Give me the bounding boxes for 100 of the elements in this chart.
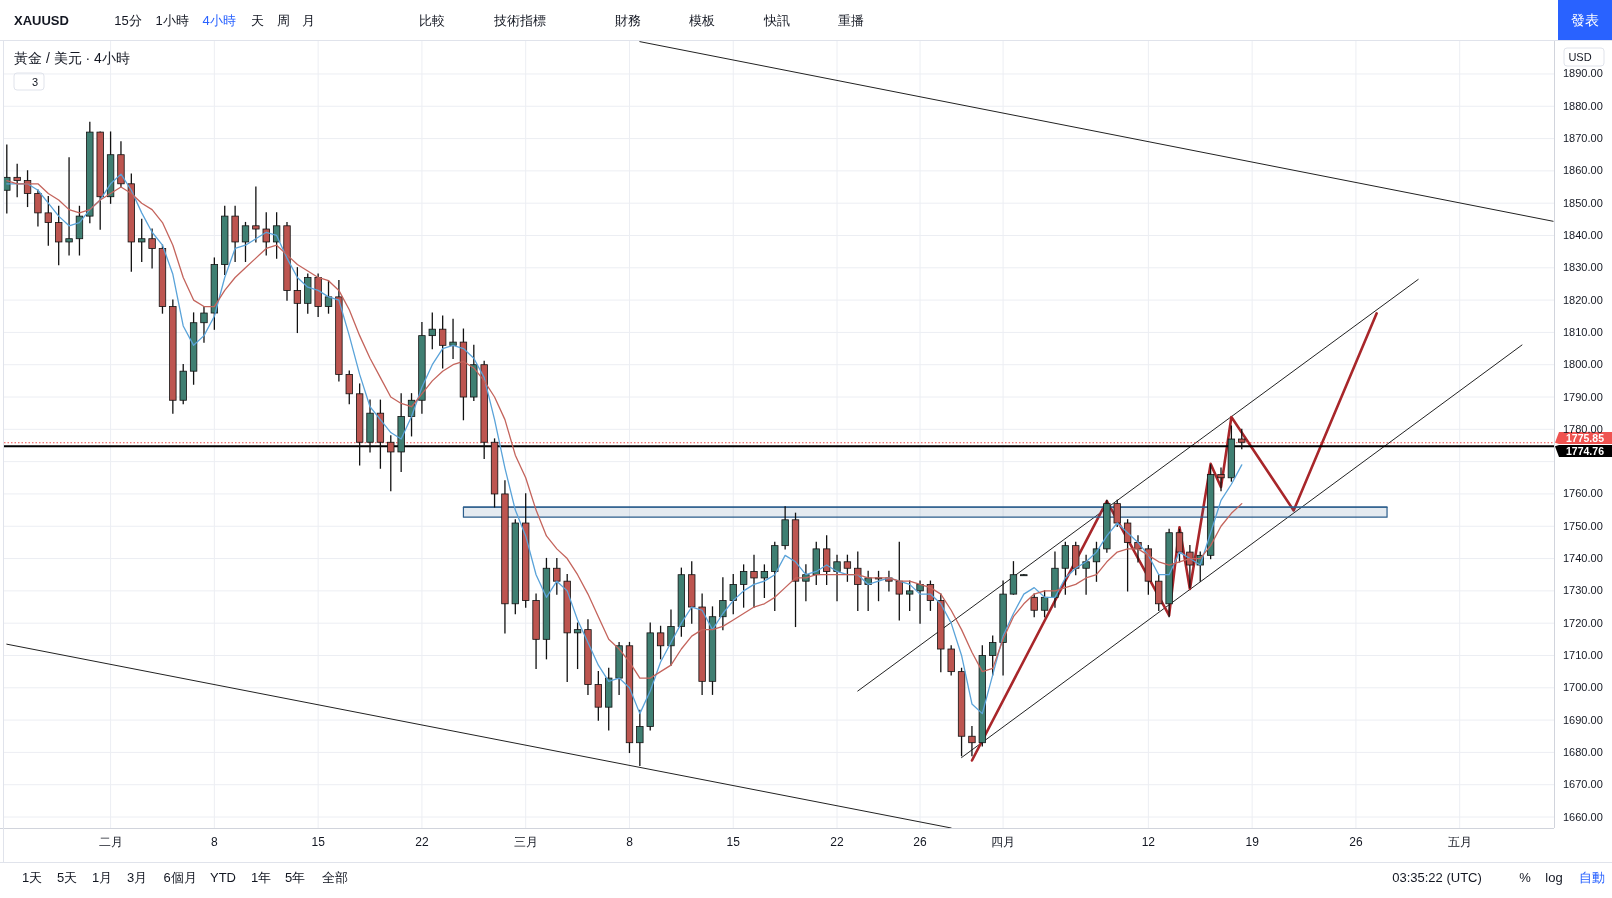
candlestick: [293, 267, 302, 334]
text: 月: [301, 13, 315, 28]
candlestick: [75, 205, 84, 256]
candlestick: [553, 557, 561, 595]
candlestick: [1113, 499, 1121, 527]
candlestick: [428, 312, 436, 350]
y-tick-label: 1790.00: [1563, 390, 1603, 403]
candlestick: [1009, 561, 1018, 595]
candlestick: [989, 635, 997, 676]
candlestick: [1082, 554, 1090, 595]
y-tick-label: 1860.00: [1563, 164, 1603, 177]
candlestick: [387, 435, 395, 492]
x-tick-label: 五月: [1447, 835, 1472, 849]
candlestick: [739, 564, 748, 608]
y-tick-label: 1690.00: [1563, 713, 1603, 726]
text: 4小時: [202, 13, 236, 28]
text: USD: [1568, 51, 1592, 63]
candlestick: [252, 186, 260, 243]
candlestick: [1123, 519, 1132, 592]
y-tick-label: 1880.00: [1563, 99, 1603, 112]
y-tick-label: 1710.00: [1563, 648, 1603, 661]
text: log: [1545, 870, 1563, 885]
candlestick: [55, 205, 63, 266]
candlestick: [138, 218, 146, 262]
text: %: [1519, 870, 1532, 885]
x-tick-label: 8: [211, 835, 219, 849]
text: 5年: [284, 870, 306, 885]
text: 財務: [615, 13, 641, 28]
text: 自動: [1579, 870, 1605, 885]
ref-line-label: 1774.76: [1566, 445, 1605, 457]
text: 3月: [126, 870, 148, 885]
x-tick-label: 三月: [513, 835, 538, 849]
candlestick: [906, 580, 914, 611]
text: 全部: [322, 870, 348, 885]
candlestick: [262, 212, 270, 256]
candlestick: [1155, 574, 1163, 611]
x-tick-label: 8: [626, 835, 634, 849]
x-tick-label: 22: [830, 835, 845, 849]
text: 比較: [419, 13, 445, 28]
annotation: 3: [31, 76, 39, 88]
y-tick-label: 1760.00: [1563, 487, 1603, 500]
y-tick-label: 1890.00: [1563, 67, 1603, 80]
text: 1天: [21, 870, 43, 885]
text: 發表: [1571, 12, 1599, 28]
candlestick: [1061, 541, 1069, 595]
candlestick: [1072, 541, 1080, 576]
text: 重播: [838, 13, 864, 28]
candlestick: [200, 305, 208, 343]
y-tick-label: 1700.00: [1563, 681, 1603, 694]
y-tick-label: 1720.00: [1563, 616, 1603, 629]
y-tick-label: 1820.00: [1563, 293, 1603, 306]
candlestick: [34, 189, 42, 227]
candlestick: [1238, 428, 1246, 450]
x-tick-label: 19: [1245, 835, 1260, 849]
candlestick: [656, 625, 665, 660]
x-tick-label: 26: [913, 835, 928, 849]
candlestick: [573, 622, 582, 670]
text: 周: [276, 13, 290, 28]
y-tick-label: 1660.00: [1563, 810, 1603, 823]
text: 6個月: [163, 870, 197, 885]
candlestick: [895, 541, 903, 621]
text: YTD: [210, 870, 236, 885]
text: 1年: [250, 870, 272, 885]
candlestick: [667, 609, 675, 666]
y-tick-label: 1810.00: [1563, 325, 1603, 338]
candlestick: [439, 315, 447, 369]
text: XAUUSD: [14, 13, 69, 28]
text: 5天: [56, 870, 78, 885]
y-tick-label: 1870.00: [1563, 132, 1603, 145]
text: 技術指標: [493, 13, 546, 28]
candlestick: [449, 318, 457, 359]
y-tick-label: 1840.00: [1563, 228, 1603, 241]
x-tick-label: 15: [311, 835, 326, 849]
candlestick: [719, 577, 727, 631]
candlestick: [4, 144, 11, 214]
text: 1月: [91, 870, 113, 885]
candlestick: [843, 554, 852, 582]
candlestick: [916, 580, 924, 624]
candlestick: [594, 670, 602, 721]
candlestick: [345, 370, 353, 405]
candlestick: [148, 228, 156, 269]
text: 03:35:22 (UTC): [1392, 870, 1482, 885]
candlestick: [65, 157, 73, 256]
x-tick-label: 12: [1141, 835, 1156, 849]
y-tick-label: 1850.00: [1563, 196, 1603, 209]
candlestick: [1030, 593, 1038, 618]
candlestick: [636, 709, 644, 766]
x-tick-label: 22: [415, 835, 429, 849]
text: 黃金 / 美元 · 4小時: [14, 50, 130, 66]
candlestick: [13, 163, 21, 198]
x-tick-label: 26: [1349, 835, 1363, 849]
candlestick: [324, 280, 333, 314]
y-tick-label: 1830.00: [1563, 261, 1603, 274]
candlestick: [241, 221, 250, 262]
y-tick-label: 1780.00: [1563, 422, 1603, 435]
candlestick: [44, 196, 52, 246]
candlestick: [968, 725, 976, 757]
y-tick-label: 1750.00: [1563, 519, 1603, 532]
y-tick-label: 1800.00: [1563, 358, 1603, 371]
ref-line-label: 1775.85: [1566, 432, 1605, 444]
